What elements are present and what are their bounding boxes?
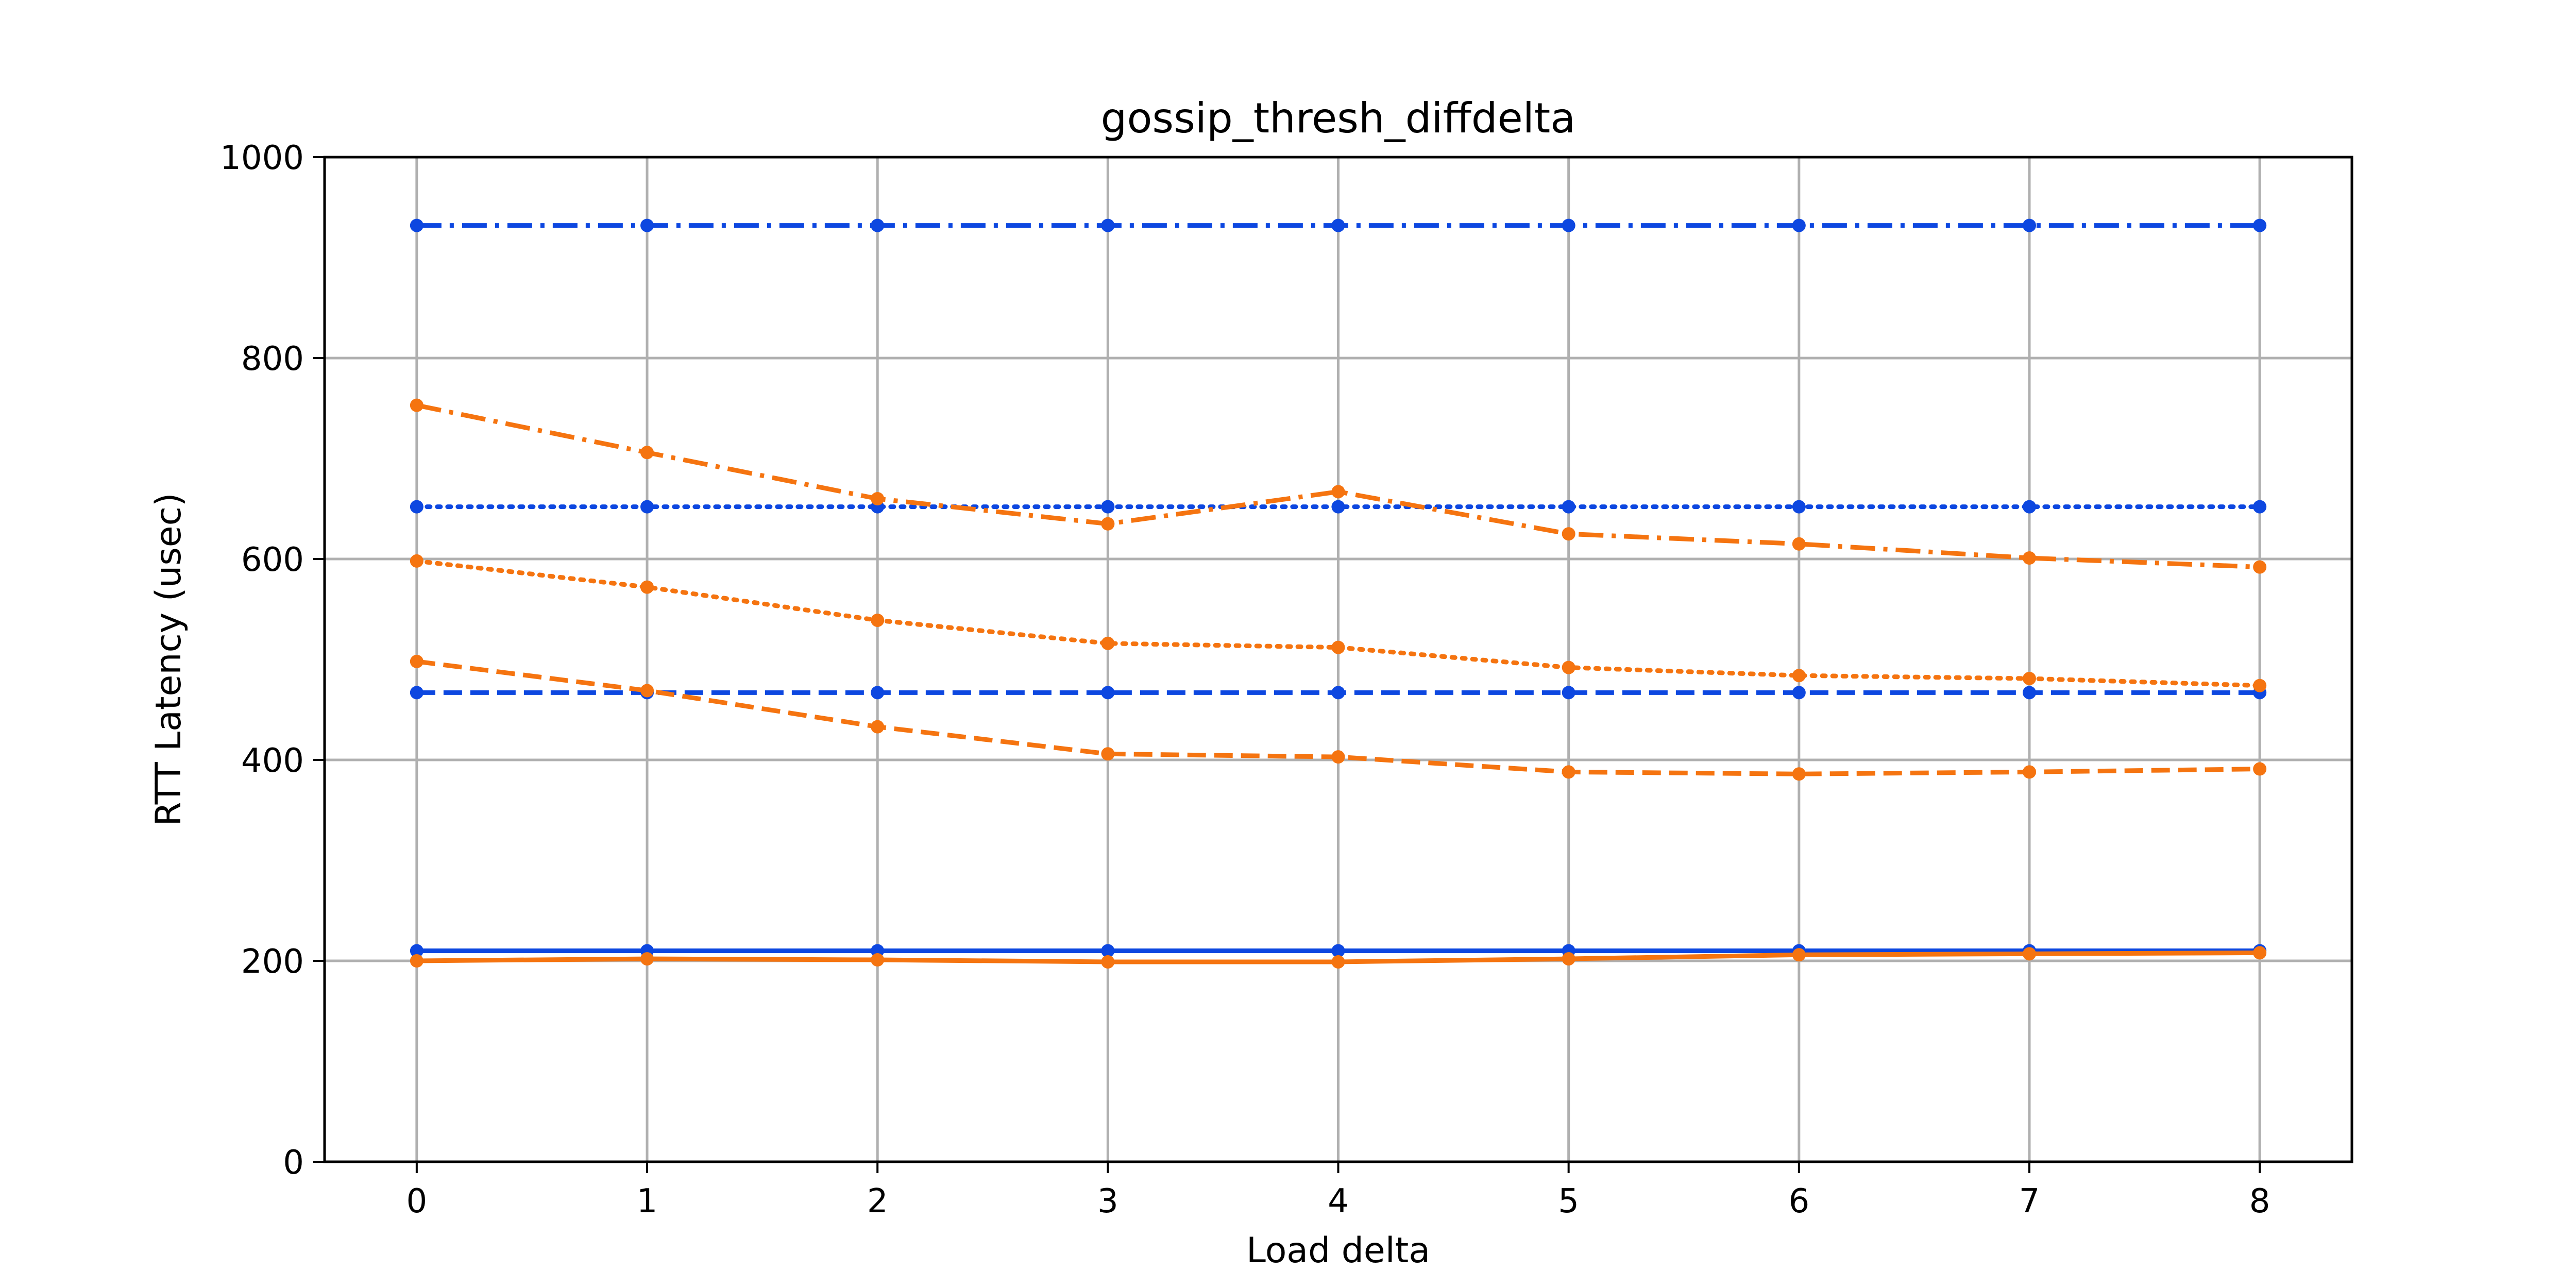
series-line — [416, 403, 2260, 570]
data-point — [1101, 686, 1115, 700]
data-point — [640, 446, 654, 460]
data-point — [2022, 947, 2036, 961]
series-4 — [410, 398, 2267, 574]
x-tick-label: 7 — [2019, 1182, 2040, 1221]
data-point — [2022, 765, 2036, 779]
chart-title: gossip_thresh_diffdelta — [1101, 94, 1576, 142]
data-point — [2022, 500, 2036, 514]
data-point — [640, 580, 654, 594]
data-point — [1101, 218, 1115, 232]
data-point — [640, 952, 654, 966]
data-point — [1792, 686, 1806, 700]
data-point — [2022, 672, 2036, 686]
series-5 — [410, 554, 2267, 692]
data-point — [871, 218, 885, 232]
data-point — [1101, 517, 1115, 531]
data-point — [1331, 686, 1345, 700]
series-1 — [410, 500, 2267, 514]
data-point — [1101, 747, 1115, 761]
data-point — [2022, 551, 2036, 565]
data-point — [1792, 948, 1806, 962]
data-point — [2253, 946, 2267, 960]
data-point — [1562, 527, 1575, 541]
x-tick-label: 1 — [637, 1182, 658, 1221]
data-point — [1562, 500, 1575, 514]
series-7 — [410, 946, 2267, 969]
data-point — [2253, 560, 2267, 574]
data-point — [1331, 944, 1345, 958]
series-6 — [410, 654, 2267, 781]
series-lines — [410, 218, 2267, 969]
data-point — [1101, 944, 1115, 958]
x-tick-label: 4 — [1328, 1182, 1349, 1221]
x-tick-label: 0 — [406, 1182, 428, 1221]
x-tick-label: 8 — [2249, 1182, 2270, 1221]
data-point — [871, 492, 885, 505]
data-point — [1331, 485, 1345, 499]
data-point — [640, 684, 654, 698]
y-tick-label: 800 — [241, 340, 304, 378]
data-point — [1331, 640, 1345, 654]
data-point — [640, 218, 654, 232]
data-point — [1792, 218, 1806, 232]
series-0 — [410, 218, 2267, 232]
data-point — [1792, 767, 1806, 781]
axis-ticks: 0 1 2 3 4 5 6 7 8 0 200 400 600 800 1000 — [220, 139, 2270, 1221]
data-point — [2253, 679, 2267, 692]
x-tick-label: 3 — [1097, 1182, 1118, 1221]
data-point — [871, 720, 885, 734]
data-point — [410, 218, 423, 232]
data-point — [871, 686, 885, 700]
data-point — [410, 654, 423, 668]
y-tick-label: 200 — [241, 943, 304, 981]
data-point — [1562, 218, 1575, 232]
y-tick-label: 600 — [241, 541, 304, 579]
data-point — [1331, 218, 1345, 232]
y-tick-label: 400 — [241, 742, 304, 780]
y-axis-label: RTT Latency (usec) — [148, 493, 189, 826]
data-point — [1101, 500, 1115, 514]
data-point — [410, 398, 423, 412]
x-tick-label: 2 — [867, 1182, 888, 1221]
data-point — [1101, 955, 1115, 969]
data-point — [1331, 500, 1345, 514]
data-point — [1562, 952, 1575, 966]
data-point — [1562, 660, 1575, 674]
data-point — [410, 954, 423, 968]
data-point — [410, 500, 423, 514]
data-point — [1101, 636, 1115, 650]
data-point — [2253, 218, 2267, 232]
data-point — [410, 686, 423, 700]
data-point — [2253, 762, 2267, 776]
data-point — [410, 944, 423, 958]
data-point — [871, 953, 885, 967]
x-tick-label: 5 — [1558, 1182, 1579, 1221]
data-point — [410, 554, 423, 568]
data-point — [1792, 500, 1806, 514]
data-point — [1331, 750, 1345, 764]
x-tick-label: 6 — [1788, 1182, 1809, 1221]
y-tick-label: 0 — [283, 1144, 304, 1182]
data-point — [1562, 765, 1575, 779]
data-point — [2022, 686, 2036, 700]
data-point — [1331, 955, 1345, 969]
grid — [325, 156, 2352, 1163]
data-point — [1792, 669, 1806, 683]
x-axis-label: Load delta — [1246, 1230, 1430, 1271]
data-point — [871, 613, 885, 627]
data-point — [640, 500, 654, 514]
data-point — [1792, 537, 1806, 551]
data-point — [1562, 686, 1575, 700]
y-tick-label: 1000 — [220, 139, 304, 177]
data-point — [2253, 500, 2267, 514]
data-point — [2022, 218, 2036, 232]
